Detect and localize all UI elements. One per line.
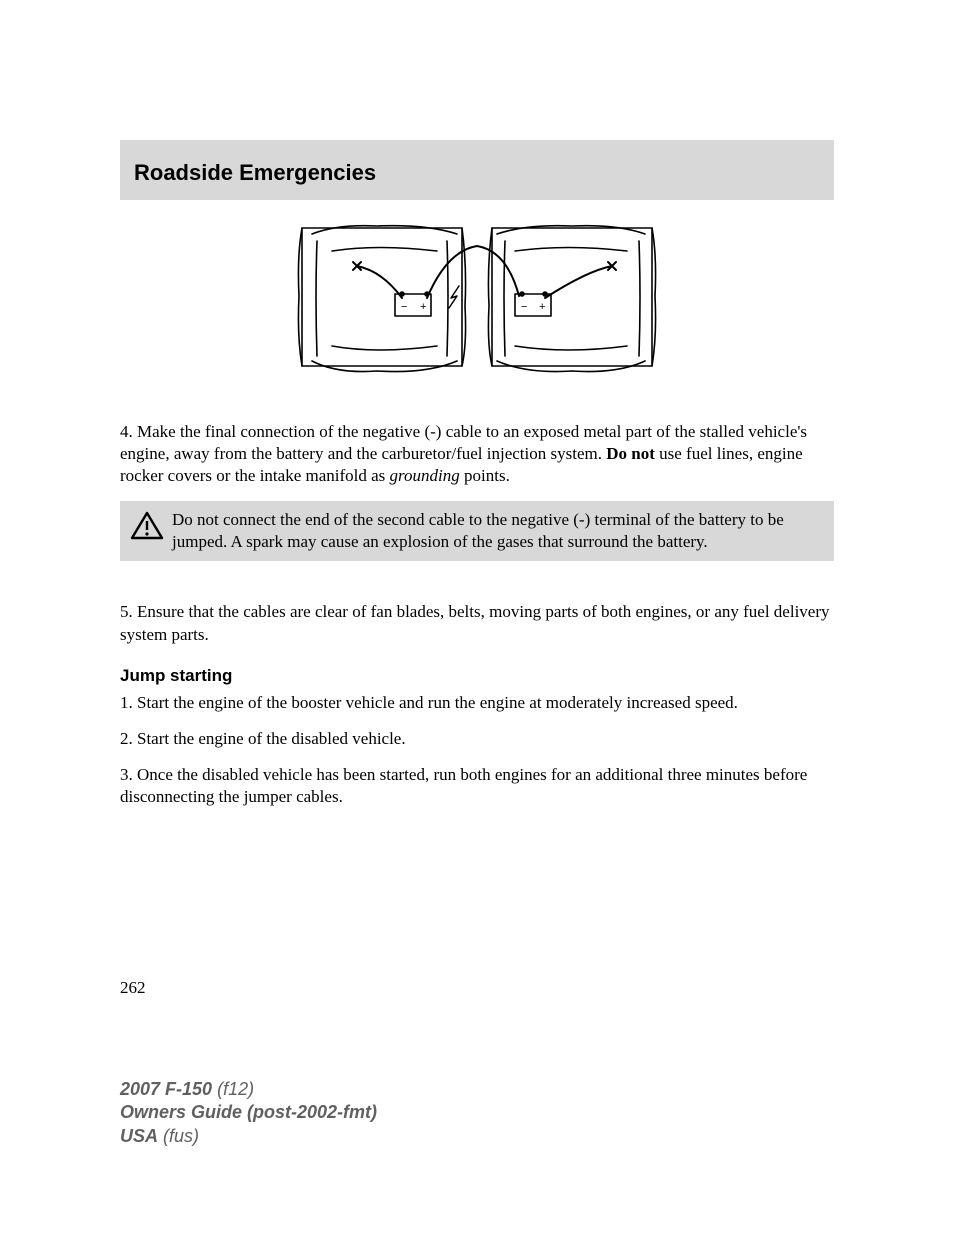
- warning-box: Do not connect the end of the second cab…: [120, 501, 834, 561]
- step-5: 5. Ensure that the cables are clear of f…: [120, 601, 834, 645]
- battery-right-minus: −: [521, 301, 527, 313]
- jump-step-3-text: Once the disabled vehicle has been start…: [120, 765, 807, 806]
- battery-left-minus: −: [401, 301, 407, 313]
- step-4-post: points.: [460, 466, 510, 485]
- jump-step-3-num: 3.: [120, 765, 133, 784]
- footer-line-2: Owners Guide (post-2002-fmt): [120, 1101, 834, 1124]
- footer-region: USA: [120, 1126, 158, 1146]
- footer-guide: Owners Guide (post-2002-fmt): [120, 1102, 377, 1122]
- jump-step-2-text: Start the engine of the disabled vehicle…: [137, 729, 406, 748]
- jump-step-3: 3. Once the disabled vehicle has been st…: [120, 764, 834, 808]
- footer-line-3: USA (fus): [120, 1125, 834, 1148]
- section-title: Roadside Emergencies: [134, 160, 376, 185]
- jump-step-2-num: 2.: [120, 729, 133, 748]
- manual-page: Roadside Emergencies: [0, 0, 954, 1228]
- battery-left-plus: +: [420, 301, 426, 313]
- warning-text: Do not connect the end of the second cab…: [172, 510, 784, 551]
- step-4-bold: Do not: [606, 444, 655, 463]
- warning-icon: [130, 511, 164, 547]
- jump-start-diagram: − + − +: [120, 216, 834, 401]
- footer-line-1: 2007 F-150 (f12): [120, 1078, 834, 1101]
- jump-step-1-text: Start the engine of the booster vehicle …: [137, 693, 738, 712]
- step-5-text: Ensure that the cables are clear of fan …: [120, 602, 830, 643]
- battery-right-plus: +: [539, 301, 545, 313]
- footer: 2007 F-150 (f12) Owners Guide (post-2002…: [120, 1078, 834, 1148]
- step-4: 4. Make the final connection of the nega…: [120, 421, 834, 487]
- jump-step-1-num: 1.: [120, 693, 133, 712]
- step-4-italic: grounding: [390, 466, 460, 485]
- jump-step-2: 2. Start the engine of the disabled vehi…: [120, 728, 834, 750]
- section-header-band: Roadside Emergencies: [120, 140, 834, 200]
- engine-bay-illustration: − + − +: [287, 216, 667, 396]
- jump-step-1: 1. Start the engine of the booster vehic…: [120, 692, 834, 714]
- jump-starting-heading: Jump starting: [120, 666, 834, 686]
- step-5-num: 5.: [120, 602, 133, 621]
- page-number: 262: [120, 978, 834, 998]
- step-4-num: 4.: [120, 422, 133, 441]
- footer-code3: (fus): [158, 1126, 199, 1146]
- footer-model: 2007 F-150: [120, 1079, 212, 1099]
- footer-code1: (f12): [212, 1079, 254, 1099]
